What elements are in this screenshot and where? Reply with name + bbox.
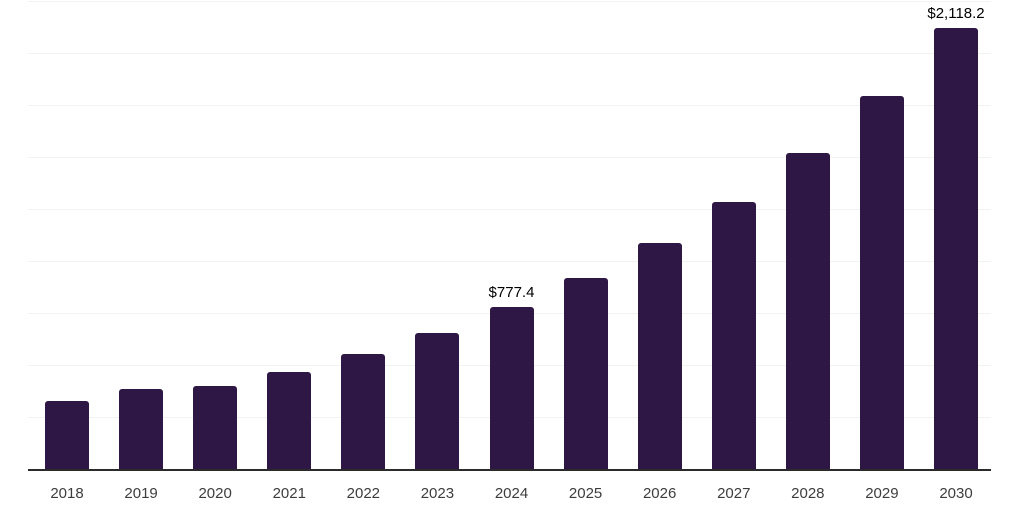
x-tick-label-2018: 2018	[50, 485, 84, 502]
bar-2023	[415, 332, 460, 469]
x-tick-label-2020: 2020	[198, 485, 232, 502]
x-tick-label-2029: 2029	[865, 485, 899, 502]
x-tick-label-2027: 2027	[717, 485, 751, 502]
bar-2025	[563, 277, 608, 469]
bar-2020	[193, 386, 238, 469]
bar-2029	[859, 96, 904, 469]
x-tick-label-2025: 2025	[568, 485, 603, 502]
x-tick-label-2022: 2022	[346, 485, 381, 502]
bar-2026	[637, 243, 682, 469]
x-tick-label-2019: 2019	[124, 485, 158, 502]
bar-2022	[341, 353, 386, 469]
bar-2019	[119, 388, 164, 469]
x-tick-label-2024: 2024	[494, 485, 529, 502]
x-tick-label-2026: 2026	[642, 485, 677, 502]
bar-2021	[267, 372, 312, 469]
gridline	[28, 105, 991, 106]
bar-value-label-2030: $2,118.2	[927, 5, 985, 23]
bar-2024	[489, 307, 534, 469]
plot-area: $777.4 $2,118.2	[28, 1, 991, 469]
x-axis-line	[28, 469, 991, 471]
bar-2030	[934, 28, 978, 469]
gridline	[28, 53, 991, 54]
bar-2018	[45, 400, 89, 469]
gridline	[28, 157, 991, 158]
x-tick-label-2023: 2023	[420, 485, 455, 502]
gridline	[28, 1, 991, 2]
x-tick-label-2030: 2030	[939, 485, 973, 502]
x-tick-label-2021: 2021	[272, 485, 306, 502]
x-tick-label-2028: 2028	[791, 485, 825, 502]
bar-2028	[785, 153, 830, 469]
bar-value-label-2024: $777.4	[488, 284, 535, 302]
gridline	[28, 209, 991, 210]
gridline	[28, 261, 991, 262]
bar-2027	[711, 202, 756, 469]
